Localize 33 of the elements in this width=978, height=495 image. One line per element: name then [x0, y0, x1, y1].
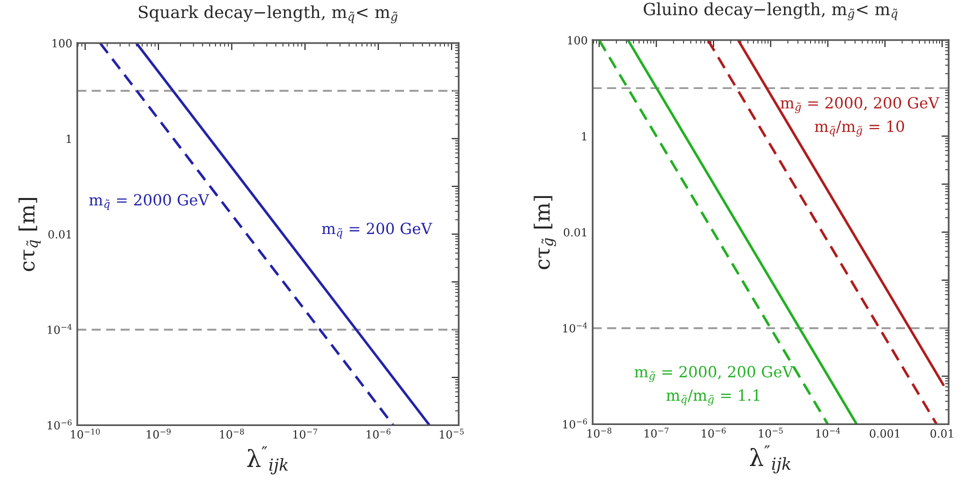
- x-tick-label: 10$^{−7}$: [293, 428, 318, 439]
- y-tick-label: 10$^{−6}$: [563, 418, 588, 429]
- y-axis-title: cτ$_{q̃}$ [m]: [18, 198, 41, 272]
- x-tick-label: 10$^{−8}$: [588, 428, 612, 438]
- chart-title: Squark decay−length, m$_{q̃}$< m$_{g̃}$: [138, 5, 398, 24]
- x-tick-label: 10$^{−5}$: [440, 428, 464, 439]
- x-tick-label: 10$^{−7}$: [644, 428, 668, 438]
- x-tick-label: 10$^{−6}$: [366, 428, 391, 439]
- x-axis-title: λ$^{″}$$_{ijk}$: [750, 445, 791, 474]
- y-tick-label: 0.01: [48, 230, 71, 239]
- y-tick-label: 100: [52, 39, 72, 48]
- x-tick-label: 10$^{−9}$: [146, 428, 171, 439]
- x-tick-label: 10$^{−5}$: [759, 428, 783, 438]
- y-tick-label: 10$^{−4}$: [48, 324, 72, 334]
- annotation: m$_{g̃}$ = 2000, 200 GeV m$_{q̃}$/m$_{g̃}$ = 10: [780, 97, 940, 137]
- x-tick-label: 0.001: [870, 429, 900, 438]
- x-tick-label: 0.01: [930, 429, 953, 438]
- x-tick-label: 10$^{−10}$: [71, 428, 100, 439]
- annotation: m$_{g̃}$ = 2000, 200 GeV m$_{q̃}$/m$_{g̃}$ = 1.1: [634, 366, 794, 406]
- x-axis-title: λ$^{″}$$_{ijk}$: [247, 446, 288, 474]
- y-axis-title: cτ$_{g̃}$ [m]: [534, 196, 556, 270]
- series-label: m$_{q̃}$ = 2000 GeV: [89, 194, 210, 210]
- series-label: m$_{q̃}$ = 200 GeV: [322, 222, 432, 239]
- chart-title: Gluino decay−length, m$_{g̃}$< m$_{q̃}$: [644, 2, 898, 20]
- y-tick-label: 1: [582, 132, 586, 140]
- y-tick-label: 10$^{−6}$: [48, 420, 72, 430]
- y-tick-label: 0.01: [564, 228, 586, 237]
- y-tick-label: 1: [66, 134, 71, 143]
- y-tick-label: 100: [568, 36, 588, 44]
- x-tick-label: 10$^{−4}$: [816, 428, 840, 438]
- x-tick-label: 10$^{−8}$: [220, 428, 244, 439]
- y-tick-label: 10$^{−4}$: [563, 322, 588, 332]
- x-tick-label: 10$^{−6}$: [702, 428, 726, 438]
